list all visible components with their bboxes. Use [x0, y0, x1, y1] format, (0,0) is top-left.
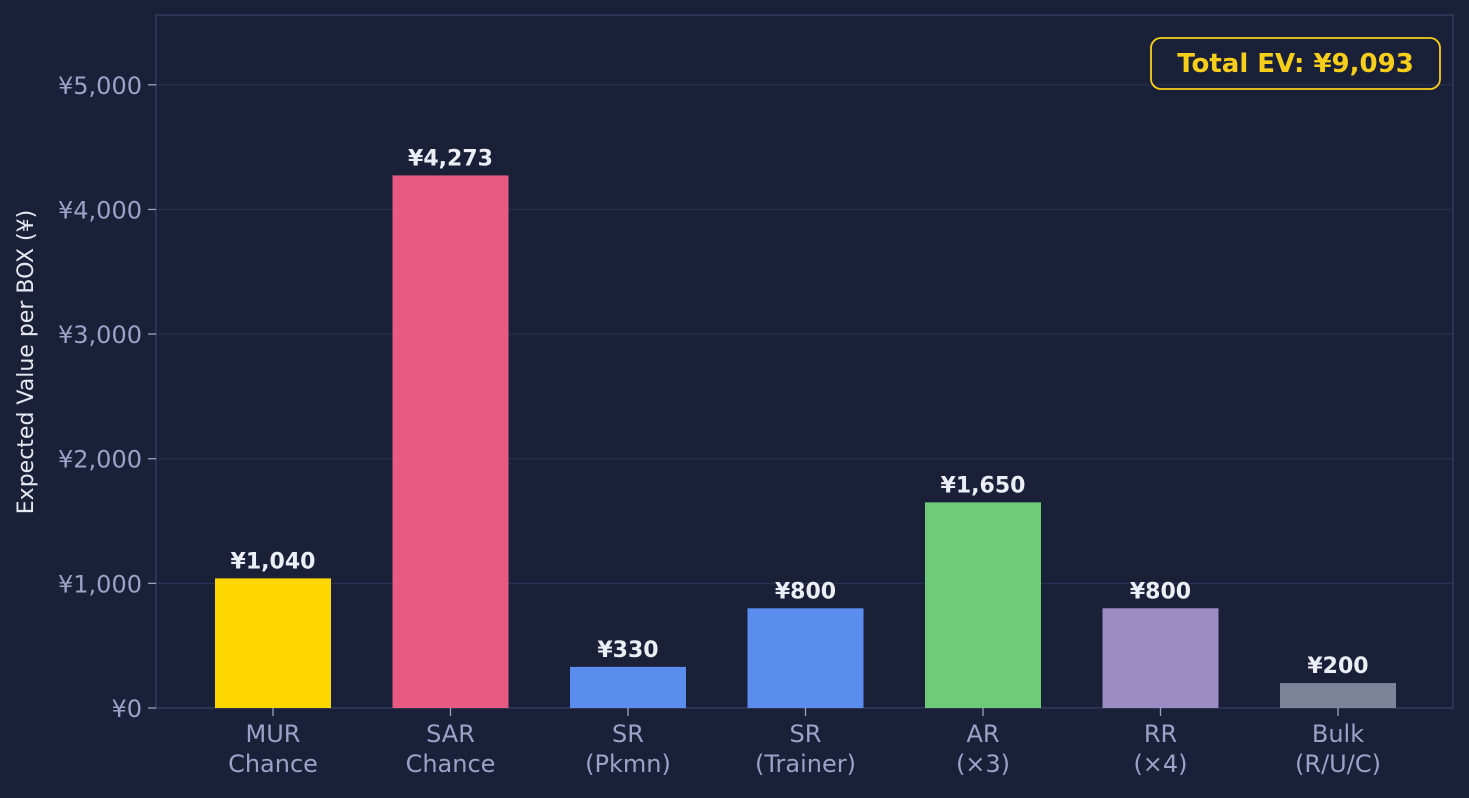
y-tick-label: ¥1,000: [58, 570, 142, 598]
x-tick-label: Bulk: [1312, 720, 1364, 748]
bar: [215, 578, 331, 708]
x-tick-label: (×4): [1133, 750, 1187, 778]
y-axis-ticks: ¥0 ¥1,000 ¥2,000 ¥3,000 ¥4,000 ¥5,000: [58, 72, 156, 723]
total-ev-annotation: Total EV: ¥9,093: [1150, 37, 1441, 90]
y-tick-label: ¥3,000: [58, 321, 142, 349]
bar: [392, 175, 509, 708]
bar-value-label: ¥330: [597, 638, 658, 663]
value-labels: ¥1,040 ¥4,273 ¥330 ¥800 ¥1,650 ¥800 ¥200: [231, 146, 1369, 679]
bars: [215, 175, 1396, 708]
bar-value-label: ¥4,273: [408, 146, 493, 171]
y-tick-label: ¥0: [111, 695, 142, 723]
bar-value-label: ¥800: [1130, 579, 1191, 604]
y-tick-label: ¥5,000: [58, 72, 142, 100]
bar-value-label: ¥1,650: [941, 473, 1026, 498]
x-tick-label: (Trainer): [755, 750, 856, 778]
bar-value-label: ¥1,040: [231, 549, 316, 574]
x-tick-label: SR: [790, 720, 822, 748]
y-tick-label: ¥4,000: [58, 196, 142, 224]
total-ev-text: Total EV: ¥9,093: [1177, 49, 1414, 79]
gridlines: [156, 84, 1453, 584]
x-tick-label: (×3): [956, 750, 1010, 778]
bar: [570, 666, 686, 708]
x-tick-label: RR: [1144, 720, 1177, 748]
x-tick-label: (R/U/C): [1295, 750, 1381, 778]
x-tick-label: Chance: [228, 750, 318, 778]
x-tick-label: MUR: [246, 720, 301, 748]
x-tick-label: SR: [612, 720, 644, 748]
bar: [1280, 683, 1396, 708]
bar-value-label: ¥800: [775, 579, 836, 604]
x-tick-label: AR: [966, 720, 999, 748]
x-tick-label: SAR: [426, 720, 475, 748]
x-axis-ticks: MURChanceSARChanceSR(Pkmn)SR(Trainer)AR(…: [228, 708, 1381, 778]
y-tick-label: ¥2,000: [58, 446, 142, 474]
bar-value-label: ¥200: [1307, 654, 1368, 679]
y-axis-title: Expected Value per BOX (¥): [14, 210, 39, 514]
bar: [925, 502, 1041, 708]
bar: [1102, 608, 1219, 708]
bar: [747, 608, 864, 708]
total-ev-box: [1150, 37, 1441, 90]
x-tick-label: Chance: [406, 750, 496, 778]
x-tick-label: (Pkmn): [585, 750, 671, 778]
